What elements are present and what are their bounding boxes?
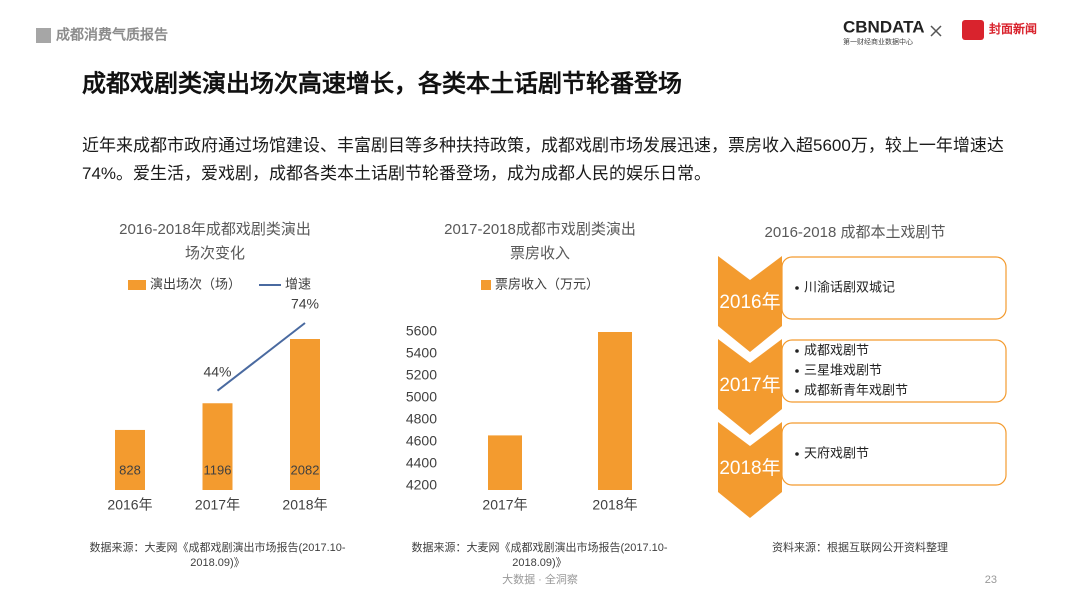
chart-title: 2016-2018年成都戏剧类演出 (119, 221, 311, 238)
bar (115, 429, 145, 490)
event-label: 成都新青年戏剧节 (804, 382, 908, 397)
year-chevron (718, 422, 782, 518)
legend-label: 票房收入（万元） (495, 276, 599, 291)
source-note: 资料来源：根据互联网公开资料整理 (772, 542, 948, 554)
header-marker (36, 28, 51, 43)
data-label: 828 (119, 462, 141, 477)
report-name: 成都消费气质报告 (56, 27, 168, 43)
y-tick-label: 4200 (406, 477, 437, 493)
source-note: 数据来源：大麦网《成都戏剧演出市场报告(2017.10-2018.09)》 (411, 542, 668, 569)
partner-name: 封面新闻 (989, 21, 1037, 36)
x-tick-label: 2018年 (592, 497, 637, 513)
slide-title: 成都戏剧类演出场次高速增长，各类本土话剧节轮番登场 (82, 69, 682, 97)
footer-slogan: 大数据 · 全洞察 (502, 572, 578, 586)
logo-sub: 第一财经商业数据中心 (843, 37, 913, 46)
bar (598, 332, 632, 490)
bullet (795, 349, 799, 353)
data-label: 1196 (204, 462, 232, 477)
data-label: 2082 (291, 462, 320, 477)
bar (202, 403, 233, 490)
year-label: 2017年 (719, 374, 780, 396)
legend-swatch (481, 280, 491, 290)
y-tick-label: 5600 (406, 323, 437, 339)
legend-label: 演出场次（场） (150, 276, 241, 291)
chart-title: 票房收入 (510, 245, 570, 262)
intro-text: 近年来成都市政府通过场馆建设、丰富剧目等多种扶持政策，成都戏剧市场发展迅速，票房… (82, 136, 1004, 183)
x-tick-label: 2017年 (195, 497, 240, 513)
y-tick-label: 5200 (406, 367, 437, 383)
event-label: 天府戏剧节 (804, 445, 869, 460)
chart-title: 2017-2018成都市戏剧类演出 (444, 221, 636, 238)
timeline-title: 2016-2018 成都本土戏剧节 (765, 224, 946, 241)
legend-swatch (128, 280, 146, 290)
data-label: 74% (291, 296, 319, 312)
times-icon (930, 25, 942, 37)
data-label: 44% (203, 363, 231, 379)
bar (290, 339, 320, 490)
page-number: 23 (985, 574, 997, 586)
source-note: 数据来源：大麦网《成都戏剧演出市场报告(2017.10-2018.09)》 (89, 542, 346, 569)
bullet (795, 389, 799, 393)
bullet (795, 452, 799, 456)
event-label: 成都戏剧节 (804, 342, 869, 357)
x-tick-label: 2016年 (107, 497, 152, 513)
year-label: 2016年 (719, 291, 780, 313)
bar (488, 435, 522, 490)
year-chevron (718, 339, 782, 435)
bullet (795, 286, 799, 290)
y-tick-label: 4400 (406, 455, 437, 471)
bullet (795, 369, 799, 373)
x-tick-label: 2017年 (482, 497, 527, 513)
y-tick-label: 5000 (406, 389, 437, 405)
partner-icon (962, 20, 984, 40)
year-chevron (718, 256, 782, 352)
y-tick-label: 4800 (406, 411, 437, 427)
event-label: 川渝话剧双城记 (804, 279, 895, 294)
event-label: 三星堆戏剧节 (804, 362, 882, 377)
line (216, 322, 306, 392)
y-tick-label: 4600 (406, 433, 437, 449)
x-tick-label: 2018年 (282, 497, 327, 513)
year-label: 2018年 (719, 457, 780, 479)
y-tick-label: 5400 (406, 345, 437, 361)
logo: CBNDATA (843, 17, 925, 36)
legend-label: 增速 (285, 276, 311, 291)
chart-title: 场次变化 (185, 245, 245, 262)
